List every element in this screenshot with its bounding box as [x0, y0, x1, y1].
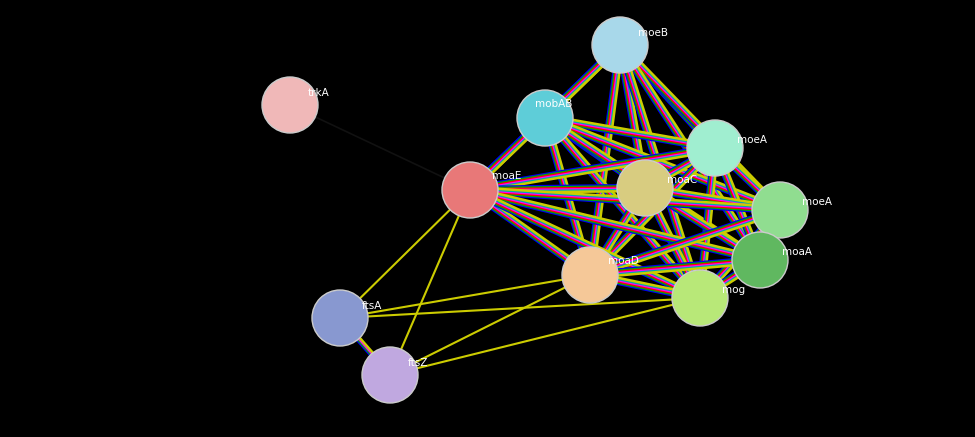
Circle shape — [687, 120, 743, 176]
Text: moaD: moaD — [608, 256, 639, 266]
Text: mobAB: mobAB — [535, 99, 572, 109]
Text: ftsA: ftsA — [362, 301, 382, 311]
Circle shape — [672, 270, 728, 326]
Text: ftsZ: ftsZ — [408, 358, 428, 368]
Circle shape — [592, 17, 648, 73]
Text: moeB: moeB — [638, 28, 668, 38]
Circle shape — [442, 162, 498, 218]
Circle shape — [617, 160, 673, 216]
Circle shape — [732, 232, 788, 288]
Text: mog: mog — [722, 285, 745, 295]
Text: moaA: moaA — [782, 247, 812, 257]
Circle shape — [752, 182, 808, 238]
Circle shape — [262, 77, 318, 133]
Text: trkA: trkA — [308, 88, 330, 98]
Circle shape — [312, 290, 368, 346]
Text: moaE: moaE — [492, 171, 522, 181]
Circle shape — [517, 90, 573, 146]
Circle shape — [562, 247, 618, 303]
Text: moeA: moeA — [737, 135, 767, 145]
Text: moeA: moeA — [802, 197, 832, 207]
Circle shape — [362, 347, 418, 403]
Text: moaC: moaC — [667, 175, 697, 185]
